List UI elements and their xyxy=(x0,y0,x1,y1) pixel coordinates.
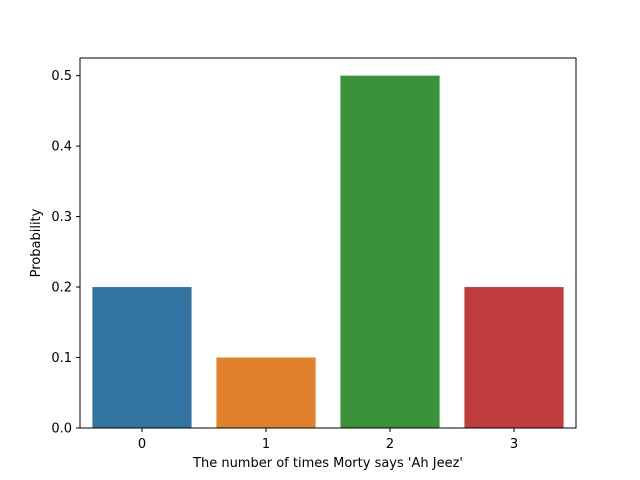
plot-frame xyxy=(79,57,577,429)
y-tick-label: 0.5 xyxy=(51,69,72,84)
y-tick-label: 0.0 xyxy=(51,422,72,437)
y-tick-label: 0.2 xyxy=(51,281,72,296)
x-tick-label: 2 xyxy=(386,437,394,452)
x-axis-ticks: 0 1 2 3 xyxy=(138,428,518,452)
y-axis-ticks: 0.0 0.1 0.2 0.3 0.4 0.5 xyxy=(51,69,80,437)
x-axis-label: The number of times Morty says 'Ah Jeez' xyxy=(192,456,463,471)
x-tick-label: 1 xyxy=(262,437,270,452)
bar-3 xyxy=(464,287,564,428)
x-tick-label: 0 xyxy=(138,437,146,452)
bars-group xyxy=(92,75,564,428)
bar-2 xyxy=(340,75,440,428)
y-axis-label: Probability xyxy=(29,208,44,277)
y-tick-label: 0.4 xyxy=(51,140,72,155)
x-tick-label: 3 xyxy=(510,437,518,452)
bar-0 xyxy=(92,287,192,428)
y-tick-label: 0.3 xyxy=(51,210,72,225)
bar-1 xyxy=(216,357,316,428)
y-tick-label: 0.1 xyxy=(51,351,72,366)
